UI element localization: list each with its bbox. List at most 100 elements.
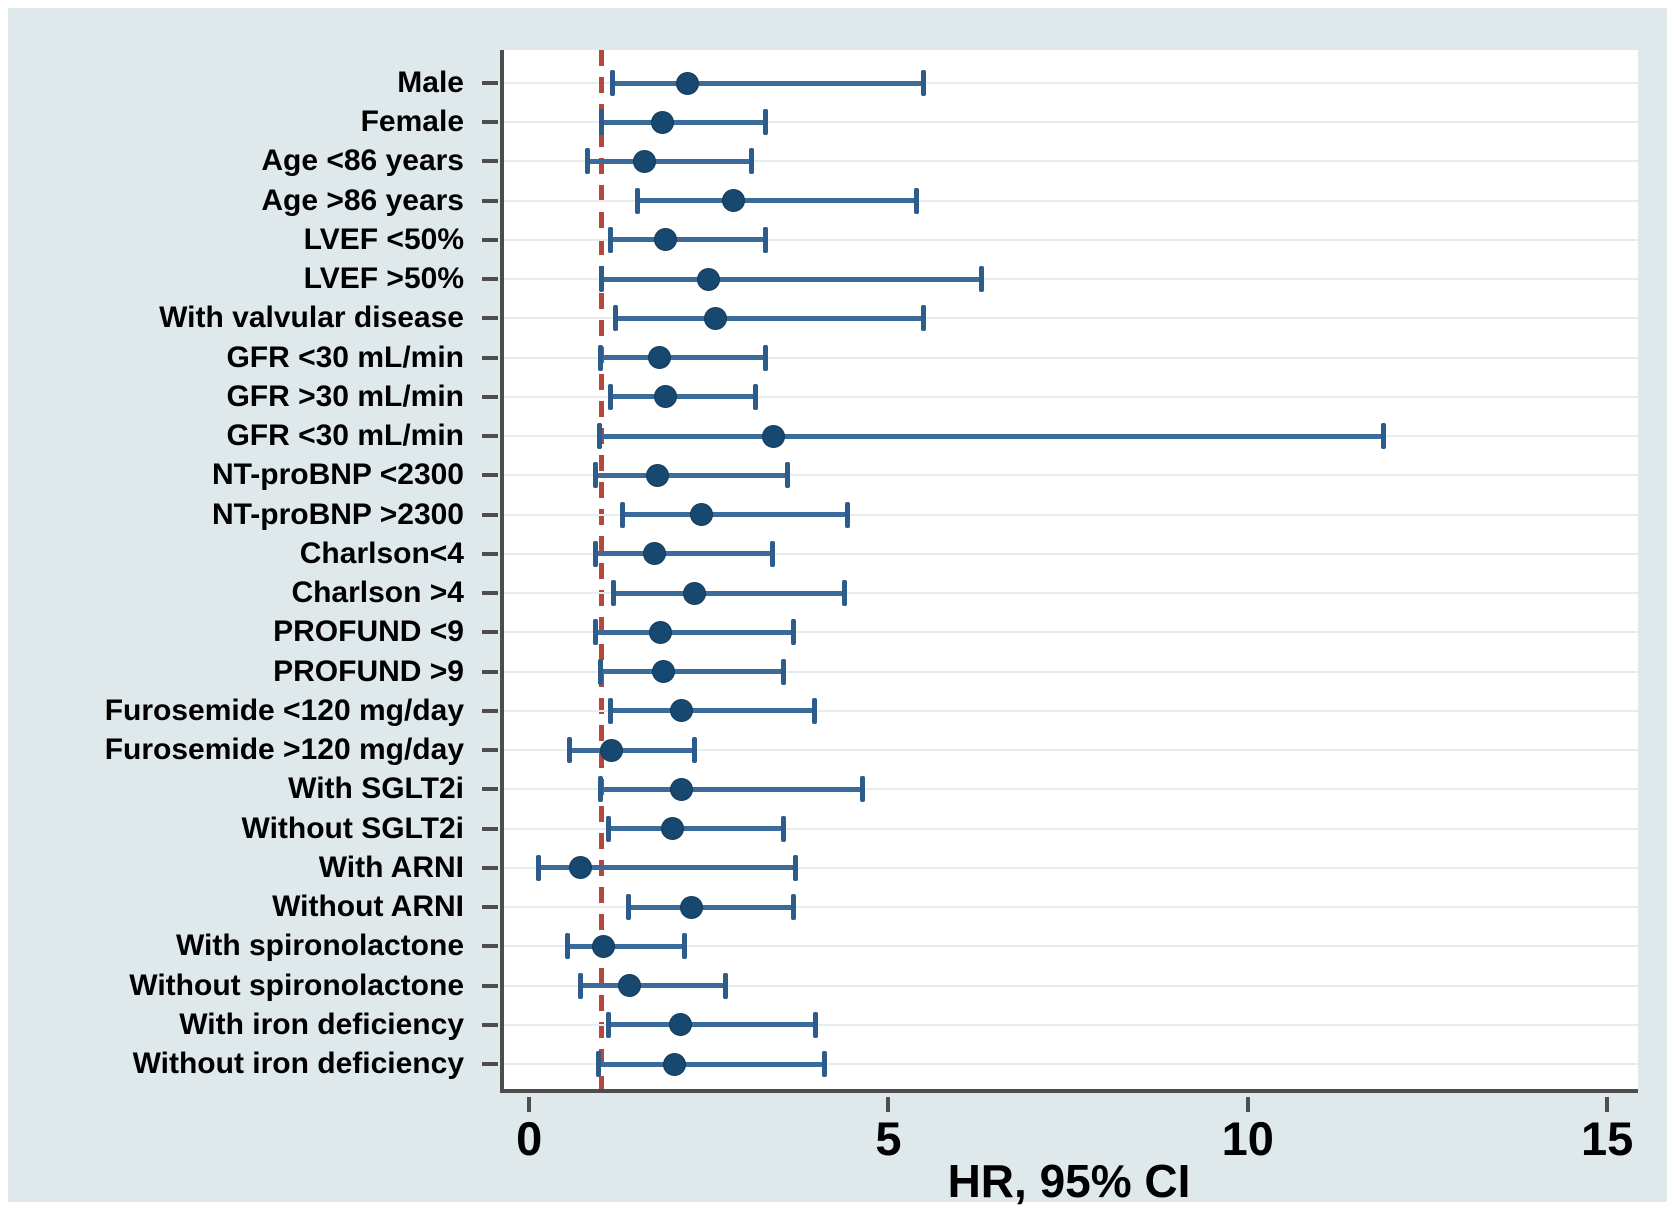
row-gridline bbox=[504, 592, 1638, 595]
ci-cap-lower bbox=[606, 815, 612, 842]
ci-cap-lower bbox=[592, 540, 598, 567]
hr-point-marker bbox=[652, 660, 676, 684]
y-axis-tick bbox=[482, 708, 498, 713]
x-tick-label: 0 bbox=[516, 1112, 543, 1165]
ci-line bbox=[610, 708, 816, 714]
row-label: Without SGLT2i bbox=[241, 811, 464, 845]
row-gridline bbox=[504, 121, 1638, 124]
row-gridline bbox=[504, 474, 1638, 477]
ci-line bbox=[598, 1061, 826, 1067]
row-gridline bbox=[504, 866, 1638, 869]
y-axis-tick bbox=[482, 198, 498, 203]
ci-cap-lower bbox=[599, 109, 604, 136]
ci-line bbox=[566, 943, 686, 949]
hr-point-marker bbox=[761, 424, 785, 448]
ci-cap-lower bbox=[593, 462, 599, 489]
ci-line bbox=[599, 669, 784, 675]
ci-cap-upper bbox=[752, 383, 758, 410]
plot-area bbox=[482, 50, 1638, 1093]
ci-cap-lower bbox=[611, 580, 617, 607]
hr-point-marker bbox=[670, 699, 693, 723]
hr-point-marker bbox=[650, 110, 674, 134]
hr-point-marker bbox=[722, 189, 746, 213]
ci-cap-upper bbox=[748, 148, 754, 175]
hr-point-marker bbox=[648, 346, 672, 370]
hr-point-marker bbox=[661, 817, 685, 841]
y-axis-tick bbox=[482, 1062, 498, 1066]
ci-cap-upper bbox=[682, 933, 688, 960]
ci-cap-lower bbox=[619, 501, 625, 528]
row-label: Age >86 years bbox=[261, 183, 464, 217]
x-axis-tick bbox=[886, 1097, 891, 1112]
hr-point-marker bbox=[682, 581, 706, 605]
ci-cap-upper bbox=[790, 894, 796, 921]
row-gridline bbox=[504, 356, 1638, 359]
y-axis-tick bbox=[482, 316, 498, 321]
ci-line bbox=[628, 904, 794, 910]
y-axis-tick bbox=[482, 1022, 498, 1027]
hr-point-marker bbox=[680, 895, 704, 919]
row-gridline bbox=[504, 709, 1638, 712]
y-axis-tick bbox=[482, 630, 498, 635]
hr-point-marker bbox=[568, 856, 592, 880]
ci-line bbox=[611, 80, 925, 86]
row-gridline bbox=[504, 317, 1638, 320]
row-gridline bbox=[504, 670, 1638, 673]
x-axis-title: HR, 95% CI bbox=[947, 1155, 1191, 1207]
ci-cap-lower bbox=[609, 70, 615, 96]
ci-cap-lower bbox=[608, 697, 614, 724]
y-axis-tick bbox=[482, 905, 498, 910]
x-tick-label: 5 bbox=[875, 1112, 902, 1165]
y-axis-tick bbox=[482, 473, 498, 478]
row-label: Charlson >4 bbox=[291, 576, 464, 610]
row-label: Charlson<4 bbox=[299, 536, 464, 570]
reference-line bbox=[598, 50, 604, 1089]
row-gridline bbox=[504, 82, 1638, 84]
ci-line bbox=[537, 865, 797, 871]
row-gridline bbox=[504, 788, 1638, 791]
hr-point-marker bbox=[662, 1052, 686, 1076]
row-label: LVEF >50% bbox=[303, 262, 464, 296]
ci-line bbox=[610, 237, 767, 243]
row-gridline bbox=[504, 1023, 1638, 1026]
row-gridline bbox=[504, 984, 1638, 987]
y-axis-tick bbox=[482, 591, 498, 596]
row-gridline bbox=[504, 199, 1638, 202]
plot-panel: Male Female Age <86 years Age >86 years LVEF… bbox=[8, 8, 1667, 1207]
row-label: With ARNI bbox=[318, 850, 464, 884]
ci-cap-upper bbox=[860, 776, 866, 803]
ci-cap-upper bbox=[790, 619, 796, 646]
ci-cap-upper bbox=[914, 187, 920, 214]
ci-cap-upper bbox=[793, 854, 799, 881]
ci-cap-lower bbox=[578, 972, 584, 999]
ci-cap-upper bbox=[812, 697, 818, 724]
row-label: With spironolactone bbox=[175, 929, 464, 963]
ci-line bbox=[636, 198, 918, 204]
row-label: With SGLT2i bbox=[288, 772, 464, 806]
row-gridline bbox=[504, 749, 1638, 752]
row-gridline bbox=[504, 160, 1638, 163]
hr-point-marker bbox=[697, 267, 721, 291]
ci-cap-lower bbox=[598, 776, 604, 803]
ci-cap-upper bbox=[780, 658, 786, 685]
row-label: Without spironolactone bbox=[129, 968, 464, 1002]
row-label: PROFUND >9 bbox=[273, 654, 464, 688]
row-gridline bbox=[504, 945, 1638, 948]
y-axis-tick bbox=[482, 669, 498, 674]
ci-line bbox=[601, 119, 767, 125]
row-label: Furosemide >120 mg/day bbox=[104, 733, 464, 767]
ci-cap-lower bbox=[613, 305, 619, 332]
y-axis-tick bbox=[482, 826, 498, 831]
ci-cap-lower bbox=[634, 187, 640, 214]
y-axis-tick bbox=[482, 355, 498, 360]
y-axis-tick bbox=[482, 394, 498, 399]
y-axis-tick bbox=[482, 81, 498, 85]
row-label: PROFUND <9 bbox=[273, 615, 464, 649]
ci-line bbox=[601, 276, 982, 282]
y-axis-tick bbox=[482, 277, 498, 282]
y-axis-tick bbox=[482, 120, 498, 125]
ci-cap-upper bbox=[763, 344, 769, 371]
ci-line bbox=[595, 472, 788, 478]
ci-cap-upper bbox=[842, 580, 848, 607]
ci-line bbox=[615, 315, 925, 321]
